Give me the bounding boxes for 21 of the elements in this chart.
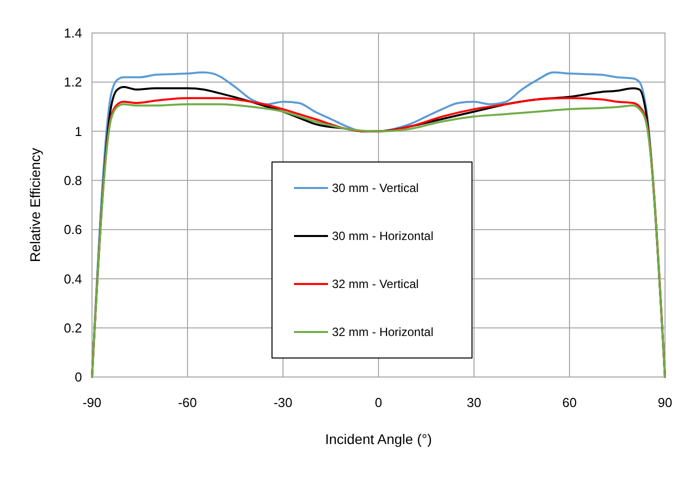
x-tick-label: 60: [562, 395, 577, 410]
y-axis-title: Relative Efficiency: [27, 148, 43, 262]
x-tick-label: -60: [178, 395, 197, 410]
y-tick-label: 1: [74, 124, 82, 139]
x-tick-label: 90: [658, 395, 672, 410]
legend-label: 32 mm - Vertical: [332, 277, 419, 292]
y-tick-label: 0: [74, 370, 82, 385]
x-tick-label: -90: [82, 395, 102, 410]
x-tick-label: 0: [374, 395, 382, 410]
y-tick-label: 0.2: [64, 320, 82, 336]
legend-label: 30 mm - Horizontal: [332, 229, 434, 244]
y-tick-label: 1.2: [64, 74, 82, 90]
x-axis-title: Incident Angle (°): [325, 431, 432, 447]
y-tick-label: 1.4: [64, 26, 82, 41]
y-tick-label: 0.8: [64, 172, 82, 188]
x-tick-label: -30: [274, 395, 292, 410]
x-tick-label: 30: [466, 395, 482, 410]
y-tick-label: 0.6: [64, 222, 82, 238]
legend-label: 30 mm - Vertical: [332, 181, 419, 196]
y-tick-label: 0.4: [64, 271, 82, 286]
legend-label: 32 mm - Horizontal: [332, 325, 434, 340]
